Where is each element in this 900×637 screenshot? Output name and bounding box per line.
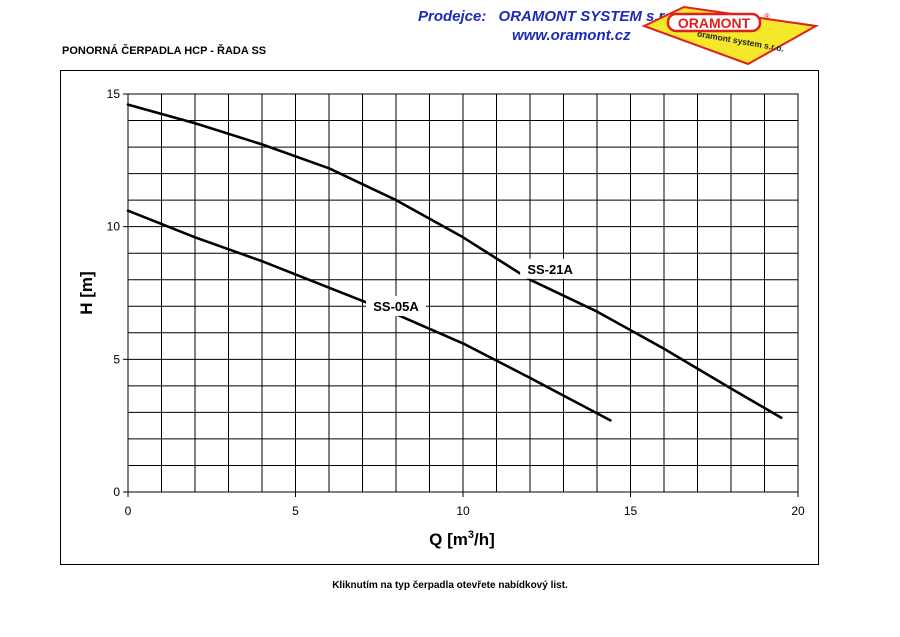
dealer-website[interactable]: www.oramont.cz — [512, 27, 631, 44]
y-tick-label: 5 — [113, 352, 120, 366]
x-tick-label: 20 — [791, 504, 805, 518]
tick-labels: 0 5 10 15 20 0 5 10 15 — [107, 87, 805, 518]
y-tick-label: 10 — [107, 220, 121, 234]
x-tick-label: 0 — [125, 504, 132, 518]
y-tick-label: 0 — [113, 485, 120, 499]
curve-ss-21a — [126, 103, 783, 419]
page-title: PONORNÁ ČERPADLA HCP - ŘADA SS — [62, 45, 267, 57]
footer-note: Kliknutím na typ čerpadla otevřete nabíd… — [332, 580, 568, 591]
series-label-background — [366, 295, 426, 316]
y-tick-label: 15 — [107, 87, 121, 101]
x-tick-label: 5 — [292, 504, 299, 518]
x-axis-label: Q [m3/h] — [429, 529, 495, 549]
logo-registered-mark: ® — [764, 12, 770, 21]
curve-ss-05a — [126, 209, 612, 422]
dealer-label: Prodejce: — [418, 8, 487, 25]
dealer-header: Prodejce: ORAMONT SYSTEM s.r.o. www.oram… — [0, 0, 900, 70]
series-label-background — [520, 258, 581, 279]
y-axis-label: H [m] — [77, 271, 96, 314]
dealer-line: Prodejce: ORAMONT SYSTEM s.r.o. — [418, 8, 681, 25]
logo-text-main: ORAMONT — [678, 15, 751, 31]
curves: SS-21A SS-05A — [126, 103, 783, 422]
series-label-ss-05a[interactable]: SS-05A — [373, 299, 419, 314]
chart-frame — [60, 70, 819, 565]
x-tick-label: 15 — [624, 504, 638, 518]
logo-red-band — [666, 12, 762, 33]
dealer-company[interactable]: ORAMONT SYSTEM s.r.o. — [498, 8, 682, 25]
x-tick-label: 10 — [456, 504, 470, 518]
grid — [127, 93, 799, 493]
oramont-logo[interactable]: ORAMONT ® oramont system s.r.o. — [640, 4, 820, 66]
series-label-ss-21a[interactable]: SS-21A — [527, 262, 573, 277]
